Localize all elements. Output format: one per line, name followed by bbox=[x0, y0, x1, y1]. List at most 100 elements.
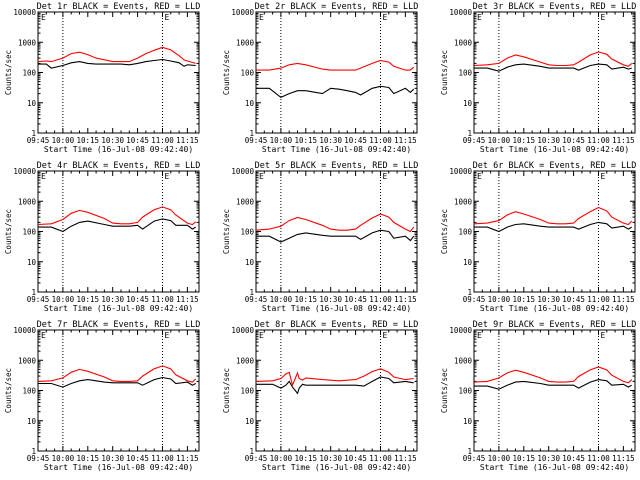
x-tick-label: 11:15 bbox=[394, 136, 417, 145]
x-tick-label: 10:45 bbox=[126, 454, 149, 463]
series-line-events bbox=[256, 85, 415, 99]
marker-label: E bbox=[164, 13, 169, 22]
series-line-events bbox=[38, 58, 196, 69]
y-tick-label: 1000 bbox=[236, 38, 255, 47]
marker-label: E bbox=[477, 172, 482, 181]
panel-title: Det 3r BLACK = Events, RED = LLD bbox=[473, 2, 637, 12]
panel-6: Det 6r BLACK = Events, RED = LLD 1 10 100 10… bbox=[440, 161, 636, 313]
x-tick-label: 10:15 bbox=[295, 136, 318, 145]
x-tick-label: 11:00 bbox=[151, 136, 174, 145]
y-tick-label: 100 bbox=[240, 69, 254, 78]
plot-frame bbox=[37, 11, 200, 134]
x-tick-label: 10:30 bbox=[537, 454, 560, 463]
y-tick-label: 1000 bbox=[236, 197, 255, 206]
y-tick-label: 10000 bbox=[231, 167, 254, 176]
panel-title: Det 1r BLACK = Events, RED = LLD bbox=[37, 2, 201, 12]
x-tick-label: 10:15 bbox=[513, 136, 536, 145]
x-tick-label: 10:30 bbox=[101, 454, 124, 463]
y-tick-label: 100 bbox=[240, 228, 254, 237]
plot-frame bbox=[473, 11, 636, 134]
marker-label: E bbox=[477, 331, 482, 340]
x-tick-label: 10:45 bbox=[344, 454, 367, 463]
series-line-lld bbox=[37, 365, 197, 383]
x-tick-label: 10:00 bbox=[488, 454, 511, 463]
series-line-events bbox=[474, 379, 632, 390]
x-tick-label: 09:45 bbox=[463, 454, 486, 463]
y-tick-label: 1 bbox=[467, 288, 472, 297]
x-tick-label: 09:45 bbox=[245, 295, 268, 304]
series-line-lld bbox=[473, 206, 633, 226]
y-tick-label: 10000 bbox=[449, 8, 472, 17]
x-tick-label: 10:00 bbox=[52, 136, 75, 145]
y-axis-label: Counts/sec bbox=[4, 209, 13, 254]
y-tick-label: 10 bbox=[245, 258, 255, 267]
x-tick-label: 09:45 bbox=[27, 454, 50, 463]
x-axis-label: Start Time (16-Jul-08 09:42:40) bbox=[262, 145, 411, 154]
y-tick-label: 1000 bbox=[18, 197, 37, 206]
y-tick-label: 1000 bbox=[454, 356, 473, 365]
y-tick-label: 10 bbox=[27, 417, 37, 426]
y-axis-label: Counts/sec bbox=[440, 209, 449, 254]
plot-frame bbox=[255, 11, 418, 134]
x-axis-label: Start Time (16-Jul-08 09:42:40) bbox=[480, 463, 629, 472]
x-axis-label: Start Time (16-Jul-08 09:42:40) bbox=[262, 463, 411, 472]
y-tick-label: 1 bbox=[31, 447, 36, 456]
y-tick-label: 10000 bbox=[449, 326, 472, 335]
y-tick-label: 10000 bbox=[231, 326, 254, 335]
x-tick-label: 10:45 bbox=[126, 295, 149, 304]
marker-label: E bbox=[600, 172, 605, 181]
y-tick-label: 100 bbox=[22, 69, 36, 78]
x-tick-label: 10:45 bbox=[562, 136, 585, 145]
y-axis-label: Counts/sec bbox=[222, 50, 231, 95]
marker-label: E bbox=[164, 331, 169, 340]
x-tick-label: 10:15 bbox=[513, 295, 536, 304]
x-tick-label: 09:45 bbox=[245, 454, 268, 463]
panel-7: Det 7r BLACK = Events, RED = LLD 1 10 100 10… bbox=[4, 320, 200, 472]
x-tick-label: 10:15 bbox=[77, 136, 100, 145]
x-tick-label: 11:15 bbox=[612, 454, 635, 463]
series-line-lld bbox=[473, 51, 633, 67]
x-axis-label: Start Time (16-Jul-08 09:42:40) bbox=[480, 145, 629, 154]
panel-5: Det 5r BLACK = Events, RED = LLD 1 10 100 10… bbox=[222, 161, 418, 313]
plot-frame bbox=[255, 170, 418, 293]
panel-title: Det 5r BLACK = Events, RED = LLD bbox=[255, 161, 419, 171]
x-tick-label: 11:00 bbox=[151, 454, 174, 463]
y-tick-label: 1000 bbox=[454, 197, 473, 206]
y-tick-label: 10 bbox=[27, 99, 37, 108]
x-tick-label: 11:00 bbox=[369, 454, 392, 463]
x-tick-label: 11:15 bbox=[394, 295, 417, 304]
x-tick-label: 10:00 bbox=[52, 454, 75, 463]
y-tick-label: 100 bbox=[240, 387, 254, 396]
y-tick-label: 1000 bbox=[454, 38, 473, 47]
y-tick-label: 10000 bbox=[231, 8, 254, 17]
marker-label: E bbox=[382, 13, 387, 22]
x-tick-label: 11:00 bbox=[151, 295, 174, 304]
x-tick-label: 10:30 bbox=[101, 295, 124, 304]
y-tick-label: 10 bbox=[463, 417, 473, 426]
panel-title: Det 7r BLACK = Events, RED = LLD bbox=[37, 320, 201, 330]
y-axis-label: Counts/sec bbox=[222, 209, 231, 254]
x-tick-label: 10:00 bbox=[270, 136, 293, 145]
marker-label: E bbox=[259, 13, 264, 22]
y-tick-label: 10 bbox=[245, 99, 255, 108]
marker-label: E bbox=[41, 331, 46, 340]
marker-label: E bbox=[600, 331, 605, 340]
x-tick-label: 10:30 bbox=[101, 136, 124, 145]
x-tick-label: 10:30 bbox=[319, 454, 342, 463]
x-tick-label: 09:45 bbox=[463, 136, 486, 145]
x-tick-label: 11:15 bbox=[176, 295, 199, 304]
x-tick-label: 10:30 bbox=[537, 136, 560, 145]
x-tick-label: 11:00 bbox=[369, 136, 392, 145]
y-tick-label: 10000 bbox=[13, 167, 36, 176]
x-tick-label: 09:45 bbox=[27, 295, 50, 304]
panel-8: Det 8r BLACK = Events, RED = LLD 1 10 100 10… bbox=[222, 320, 418, 472]
x-tick-label: 11:00 bbox=[587, 136, 610, 145]
series-line-events bbox=[256, 376, 414, 395]
x-tick-label: 11:00 bbox=[587, 295, 610, 304]
series-line-lld bbox=[255, 213, 415, 233]
marker-label: E bbox=[41, 172, 46, 181]
x-tick-label: 10:15 bbox=[295, 454, 318, 463]
x-tick-label: 10:45 bbox=[344, 136, 367, 145]
x-tick-label: 10:00 bbox=[488, 136, 511, 145]
y-axis-label: Counts/sec bbox=[440, 368, 449, 413]
